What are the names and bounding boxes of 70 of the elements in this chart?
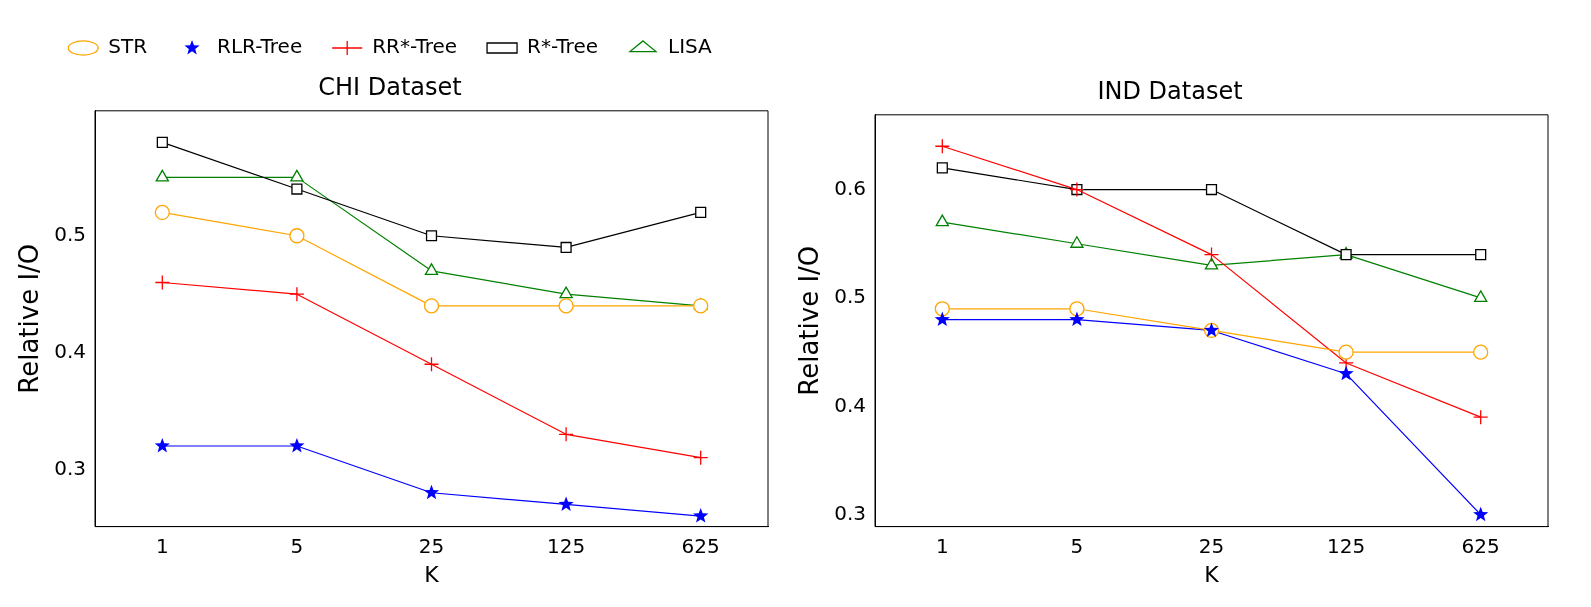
- x-tick-label: 25: [1198, 533, 1225, 558]
- point: [560, 241, 572, 254]
- point: [693, 508, 709, 523]
- point: [935, 214, 950, 227]
- x-tick-label: 1: [155, 533, 169, 558]
- point: [155, 169, 170, 182]
- point: [695, 206, 707, 219]
- y-tick-label: 0.4: [834, 392, 867, 417]
- x-tick-label: 5: [290, 533, 304, 558]
- x-axis-title: K: [1204, 561, 1220, 587]
- y-tick-label: 0.3: [54, 455, 87, 480]
- legend-label: LISA: [667, 34, 713, 59]
- point: [558, 496, 574, 511]
- point: [290, 169, 304, 182]
- y-tick-label: 0.5: [834, 284, 867, 309]
- point: [1204, 257, 1219, 270]
- point: [1069, 311, 1085, 327]
- point: [154, 274, 170, 291]
- point: [423, 356, 440, 372]
- legend-label: STR: [108, 34, 148, 59]
- point: [936, 162, 948, 174]
- point: [154, 438, 170, 453]
- legend-label: RLR-Tree: [217, 34, 303, 59]
- point: [1070, 236, 1084, 248]
- point: [1473, 409, 1489, 425]
- point: [558, 298, 574, 314]
- point: [154, 204, 170, 221]
- point: [291, 183, 303, 195]
- point: [423, 484, 440, 500]
- legend-label: R*-Tree: [527, 34, 598, 59]
- x-tick-label: 625: [681, 533, 720, 558]
- point: [934, 311, 950, 327]
- point: [1338, 365, 1354, 381]
- y-tick-label: 0.3: [834, 500, 867, 525]
- x-tick-label: 1: [935, 533, 949, 558]
- point: [1205, 183, 1218, 196]
- legend-label: RR*-Tree: [372, 34, 458, 59]
- point: [1069, 301, 1085, 317]
- point: [1473, 290, 1488, 303]
- x-tick-label: 125: [1327, 533, 1366, 558]
- point: [558, 426, 574, 442]
- y-tick-label: 0.6: [834, 175, 867, 200]
- point: [423, 298, 440, 314]
- x-tick-label: 625: [1461, 533, 1500, 558]
- point: [156, 136, 168, 148]
- x-axis-title: K: [424, 561, 440, 587]
- point: [1475, 249, 1487, 261]
- x-tick-label: 25: [418, 533, 445, 558]
- point: [934, 138, 950, 154]
- x-tick-label: 5: [1070, 533, 1084, 558]
- y-tick-label: 0.4: [54, 338, 87, 363]
- y-axis-title: Relative I/O: [14, 243, 45, 394]
- y-tick-label: 0.5: [54, 221, 87, 246]
- y-axis-title: Relative I/O: [794, 245, 825, 396]
- chart-title: IND Dataset: [1097, 76, 1243, 105]
- point: [289, 286, 305, 302]
- point: [1473, 344, 1489, 360]
- point: [1473, 506, 1489, 522]
- point: [693, 298, 709, 314]
- point: [559, 286, 573, 299]
- point: [1203, 246, 1220, 263]
- point: [693, 450, 709, 466]
- point: [424, 263, 439, 275]
- point: [425, 230, 438, 242]
- chart-title: CHI Dataset: [318, 72, 462, 101]
- point: [934, 301, 950, 317]
- point: [289, 438, 305, 453]
- point: [1338, 344, 1354, 360]
- x-tick-label: 125: [547, 533, 586, 558]
- point: [289, 228, 305, 244]
